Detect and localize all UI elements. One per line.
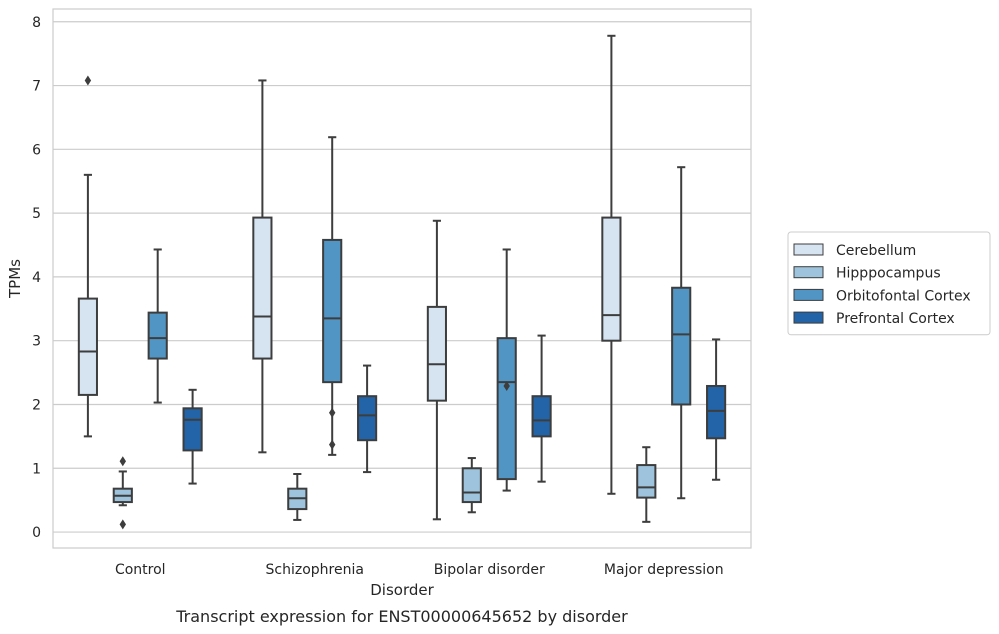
box-prefrontal-cortex xyxy=(531,334,552,483)
box-orbitofontal-cortex xyxy=(322,136,343,456)
box-plot-series xyxy=(77,34,727,530)
box-prefrontal-cortex xyxy=(182,388,203,485)
box-iqr xyxy=(426,305,447,402)
box-prefrontal-cortex xyxy=(706,338,727,481)
x-tick-label: Bipolar disorder xyxy=(434,562,545,578)
box-iqr xyxy=(357,395,378,442)
box-iqr xyxy=(671,286,692,406)
box-iqr xyxy=(252,216,273,360)
legend-entry-label: Orbitofontal Cortex xyxy=(836,288,971,304)
box-cerebellum xyxy=(426,219,447,521)
legend-swatch xyxy=(793,288,824,301)
y-tick-label: 0 xyxy=(32,525,41,541)
grid-lines xyxy=(53,21,751,533)
box-orbitofontal-cortex xyxy=(147,248,168,404)
box-iqr xyxy=(77,297,98,396)
x-axis-label: Disorder xyxy=(370,581,434,599)
legend-entry-label: Prefrontal Cortex xyxy=(836,311,955,327)
x-axis-ticks: Control Schizophrenia Bipolar disorder Majo… xyxy=(115,562,724,578)
outlier-point xyxy=(119,456,126,467)
outlier-point xyxy=(503,380,510,391)
box-orbitofontal-cortex xyxy=(671,166,692,500)
legend: Cerebellum Hipppocampus Orbitofontal Corte… xyxy=(787,231,991,336)
box-hipppocampus xyxy=(461,457,482,514)
box-hipppocampus xyxy=(636,446,657,523)
box-iqr xyxy=(461,467,482,504)
y-tick-label: 8 xyxy=(32,15,41,31)
legend-entry-label: Hipppocampus xyxy=(836,266,941,282)
outlier-point xyxy=(84,75,92,86)
box-iqr xyxy=(322,238,343,384)
box-orbitofontal-cortex xyxy=(496,248,517,492)
x-tick-label: Schizophrenia xyxy=(266,562,364,578)
y-tick-label: 6 xyxy=(32,142,41,158)
box-iqr xyxy=(496,337,517,481)
outlier-point xyxy=(329,439,336,450)
box-iqr xyxy=(531,395,552,438)
box-iqr xyxy=(706,384,727,440)
y-tick-label: 3 xyxy=(32,334,41,350)
x-tick-label: Control xyxy=(115,562,166,578)
box-hipppocampus xyxy=(112,456,133,530)
legend-frame xyxy=(787,231,991,336)
y-axis-label: TPMs xyxy=(6,259,24,299)
y-tick-label: 7 xyxy=(32,79,41,95)
y-tick-label: 5 xyxy=(32,206,41,222)
box-iqr xyxy=(636,464,657,499)
outlier-point xyxy=(329,407,336,418)
box-hipppocampus xyxy=(287,473,308,521)
box-cerebellum xyxy=(252,79,273,454)
outlier-point xyxy=(119,519,126,530)
x-tick-label: Major depression xyxy=(604,562,724,578)
legend-swatch xyxy=(793,243,824,256)
box-iqr xyxy=(601,216,622,342)
legend-entry-label: Cerebellum xyxy=(836,243,916,259)
legend-swatch xyxy=(793,266,824,279)
y-axis-ticks: 0 1 2 3 4 5 6 7 8 xyxy=(32,15,41,541)
y-tick-label: 2 xyxy=(32,397,41,413)
y-tick-label: 4 xyxy=(32,270,41,286)
box-iqr xyxy=(182,407,203,452)
chart-caption: Transcript expression for ENST0000064565… xyxy=(175,607,628,626)
box-cerebellum xyxy=(77,75,98,438)
box-prefrontal-cortex xyxy=(357,364,378,474)
box-iqr xyxy=(147,311,168,360)
y-tick-label: 1 xyxy=(32,461,41,477)
box-cerebellum xyxy=(601,34,622,495)
legend-swatch xyxy=(793,311,824,324)
plot-frame xyxy=(52,8,752,549)
